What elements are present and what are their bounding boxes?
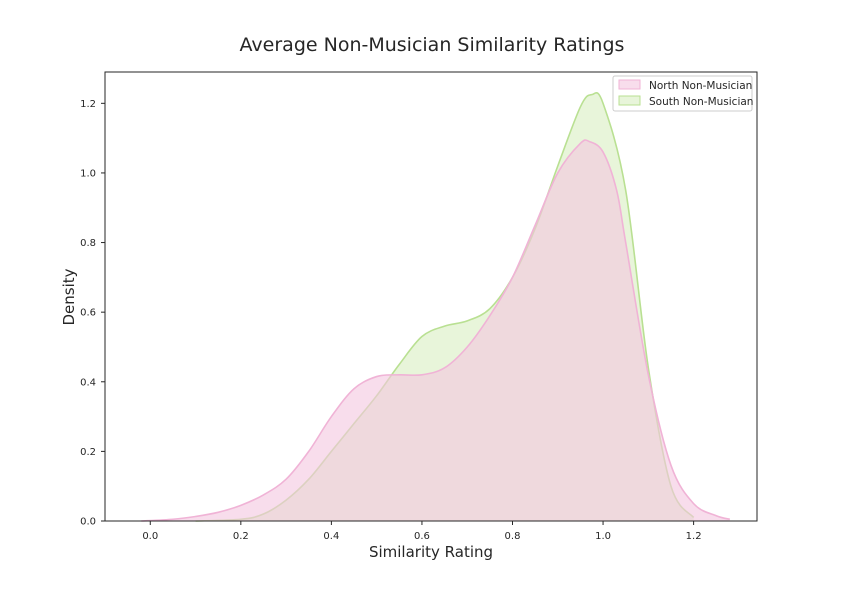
y-tick-label: 0.0 — [80, 517, 96, 528]
x-tick-label: 0.2 — [233, 531, 249, 542]
legend-swatch-south — [618, 95, 641, 106]
series-north-non-musician — [141, 139, 731, 522]
y-tick-label: 0.8 — [80, 238, 96, 249]
series-layer — [141, 91, 731, 522]
legend-label-north: North Non-Musician — [649, 80, 752, 92]
x-axis-ticks: 0.0 0.2 0.4 0.6 0.8 1.0 1.2 — [142, 521, 702, 542]
y-axis-label: Density — [60, 268, 78, 325]
legend-box — [612, 75, 753, 112]
x-tick-label: 0.0 — [142, 531, 158, 542]
x-tick-label: 0.8 — [505, 531, 521, 542]
chart-title: Average Non-Musician Similarity Ratings — [240, 34, 625, 56]
x-tick-label: 1.0 — [595, 531, 611, 542]
y-tick-label: 1.2 — [80, 99, 96, 110]
x-tick-label: 0.6 — [414, 531, 430, 542]
legend-label-south: South Non-Musician — [649, 96, 753, 108]
series-north-non-musician-line — [141, 139, 731, 522]
y-tick-label: 0.2 — [80, 447, 96, 458]
legend-swatch-north — [618, 79, 641, 90]
legend: North Non-Musician South Non-Musician — [612, 75, 753, 112]
x-tick-label: 1.2 — [686, 531, 702, 542]
plot-frame — [104, 71, 758, 522]
x-axis-label: Similarity Rating — [369, 543, 493, 561]
x-tick-label: 0.4 — [323, 531, 339, 542]
y-tick-label: 0.4 — [80, 377, 96, 388]
y-tick-label: 1.0 — [80, 168, 96, 179]
series-north-non-musician-area — [141, 139, 730, 521]
y-tick-label: 0.6 — [80, 308, 96, 319]
y-axis-ticks: 0.0 0.2 0.4 0.6 0.8 1.0 1.2 — [80, 99, 105, 528]
